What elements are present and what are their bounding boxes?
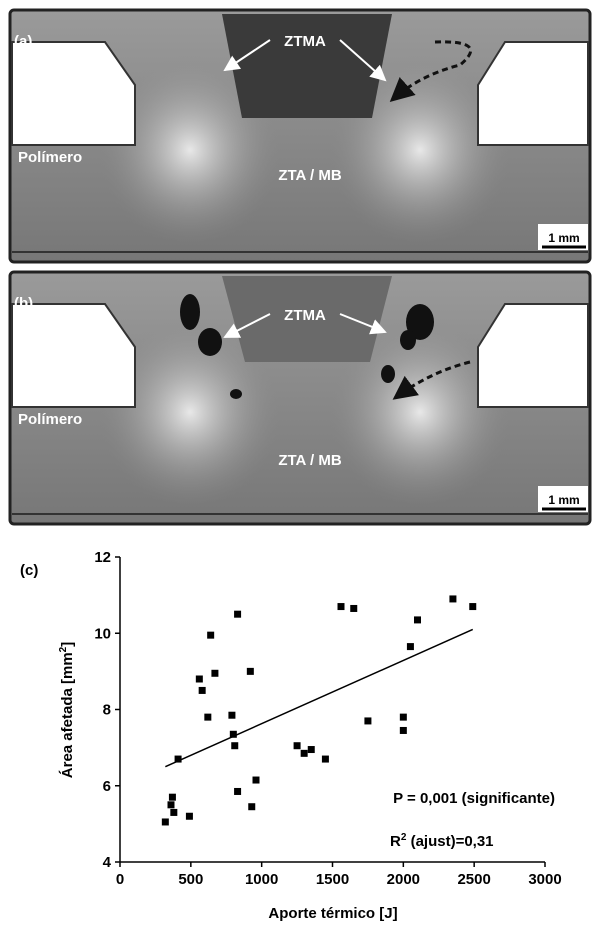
glow	[100, 317, 280, 507]
metal-label: Metal	[18, 381, 56, 398]
y-tick-label: 8	[103, 702, 111, 719]
point	[167, 801, 175, 809]
micrograph: (b) ZTMA Metal Polímero ZTA / MB 1 mm	[8, 270, 592, 526]
point	[307, 746, 315, 754]
void	[400, 330, 416, 350]
zone-label: ZTMA	[284, 307, 326, 324]
y-axis-label: Área afetada [mm2]	[58, 642, 76, 778]
center-zone	[222, 14, 392, 118]
point	[174, 755, 182, 763]
y-axis-label-sup: 2	[58, 646, 69, 652]
x-tick-label: 2000	[387, 871, 420, 888]
point	[252, 776, 260, 784]
point	[211, 669, 219, 677]
void	[381, 365, 395, 383]
point	[364, 717, 372, 725]
point	[300, 749, 308, 757]
metal-right	[477, 303, 589, 408]
base-label: ZTA / MB	[278, 167, 341, 184]
y-axis-label-suffix: ]	[59, 642, 76, 647]
glow	[330, 55, 510, 245]
y-axis-label-text: Área afetada [mm	[59, 652, 76, 778]
arrow	[339, 39, 387, 82]
point	[414, 616, 421, 624]
x-tick-label: 3000	[528, 871, 561, 888]
metal-left	[11, 41, 136, 146]
fit-line	[165, 628, 474, 768]
point	[337, 603, 345, 611]
point	[350, 604, 358, 612]
micrograph: (a) ZTMA Metal Polímero ZTA / MB 1 mm	[8, 8, 592, 264]
y-tick-label: 12	[94, 549, 111, 566]
y-tick-label: 10	[94, 625, 111, 642]
metal-label: Metal	[18, 119, 56, 136]
void	[198, 328, 222, 356]
r2-text: R	[390, 833, 401, 850]
point	[449, 595, 457, 603]
point	[207, 631, 215, 639]
metal-right	[477, 41, 589, 146]
point	[204, 713, 212, 721]
x-axis-label: Aporte térmico [J]	[268, 905, 397, 922]
scale-label: 1 mm	[548, 231, 579, 245]
point	[293, 742, 301, 750]
point	[185, 812, 193, 820]
zone-label: ZTMA	[284, 33, 326, 50]
point	[406, 643, 414, 651]
x-tick-label: 1500	[316, 871, 349, 888]
x-tick-label: 500	[178, 871, 203, 888]
x-tick-label: 1000	[245, 871, 278, 888]
point	[469, 603, 477, 611]
glow	[100, 55, 280, 245]
y-tick-label: 4	[103, 854, 112, 871]
point	[399, 726, 407, 734]
point	[198, 686, 206, 694]
point	[234, 787, 242, 795]
point	[246, 667, 254, 675]
void	[406, 304, 434, 340]
arrow	[223, 313, 271, 338]
dashed-arrow	[389, 40, 473, 102]
scale-label: 1 mm	[548, 493, 579, 507]
void	[230, 389, 242, 399]
point	[321, 755, 329, 763]
r2-sup: 2	[401, 832, 407, 843]
panel-label: (b)	[14, 295, 33, 312]
point	[170, 808, 178, 816]
base-label: ZTA / MB	[278, 452, 341, 469]
r2: R2 (ajust)=0,31	[390, 832, 494, 850]
point	[231, 742, 239, 750]
void	[180, 294, 200, 330]
point	[399, 713, 407, 721]
point	[234, 610, 242, 618]
r2-suffix: (ajust)=0,31	[406, 833, 493, 850]
point	[168, 793, 176, 801]
p-value: P = 0,001 (significante)	[393, 790, 555, 807]
point	[229, 730, 237, 738]
center-zone	[222, 276, 392, 362]
panel-label: (c)	[20, 562, 38, 579]
panel-label: (a)	[14, 33, 32, 50]
x-tick-label: 0	[116, 871, 124, 888]
point	[161, 818, 169, 826]
point	[195, 675, 203, 683]
polymer-label: Polímero	[18, 149, 82, 166]
y-tick-label: 6	[103, 778, 111, 795]
point	[228, 711, 236, 719]
metal-left	[11, 303, 136, 408]
x-tick-label: 2500	[457, 871, 490, 888]
polymer-label: Polímero	[18, 411, 82, 428]
arrow	[339, 313, 387, 335]
dashed-arrow	[392, 360, 471, 400]
point	[248, 803, 256, 811]
arrow	[223, 39, 271, 72]
